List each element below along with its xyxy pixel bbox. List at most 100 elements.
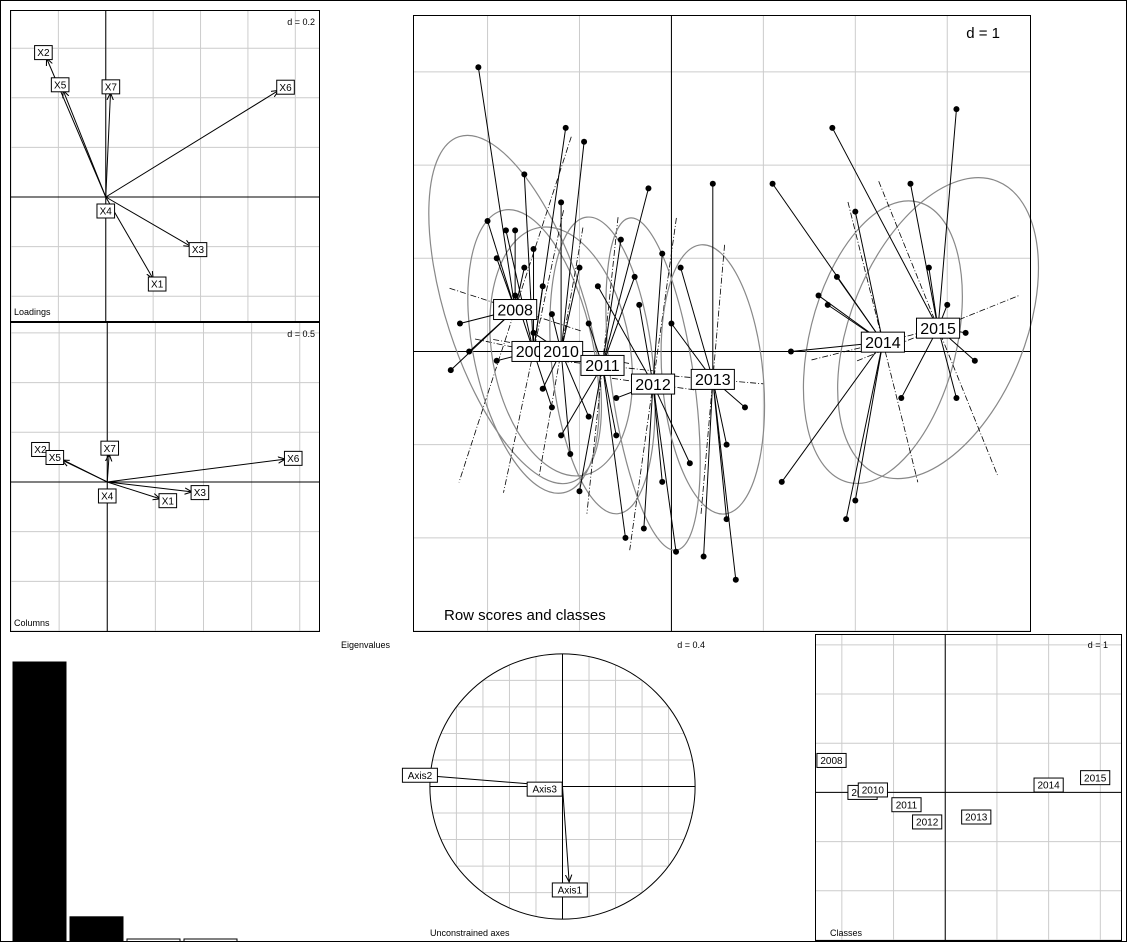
row-point (484, 218, 491, 224)
columns-label-x5-box (45, 449, 65, 465)
columns-label-x5: X5 (49, 453, 62, 464)
row-point (548, 311, 555, 318)
unconstrained-d-label: d = 0.4 (677, 640, 705, 650)
row-point (581, 138, 588, 145)
eigenvalue-bar-1 (12, 661, 67, 942)
columns-label-x2-box (31, 441, 50, 457)
class-label-2010-box (539, 340, 584, 362)
loadings-label-x1: X1 (151, 280, 164, 291)
class-label-2013-box (690, 368, 735, 390)
classes-frame (815, 634, 1122, 941)
eigenvalues-panel: Eigenvalues (12, 640, 391, 942)
eigenvalues-panel-label: Eigenvalues (341, 640, 391, 650)
row-point (530, 329, 537, 336)
classes-label-2011-box (891, 797, 922, 813)
star-segment (579, 365, 603, 492)
loadings-label-x7-box (101, 79, 121, 95)
row-point (539, 385, 546, 392)
loadings-arrow-x5 (63, 90, 107, 198)
ellipse-2008 (428, 134, 603, 485)
class-label-2011: 2011 (585, 358, 620, 375)
star-segment (909, 183, 939, 329)
star-segment (781, 341, 884, 483)
row-point (769, 180, 776, 187)
columns-label-x6: X6 (287, 454, 300, 465)
loadings-d-label: d = 0.2 (287, 17, 315, 27)
columns-label-x3-box (190, 485, 210, 501)
star-segment (560, 141, 585, 352)
row-point (456, 320, 463, 327)
classes-grid (816, 635, 1121, 941)
ellipse-axis-major-2011 (586, 217, 619, 514)
loadings-label-x3: X3 (192, 245, 205, 256)
class-label-2008-box (493, 299, 538, 321)
row-point (700, 553, 707, 560)
classes-d-label: d = 1 (1088, 640, 1108, 650)
classes-label-2008-box (816, 752, 847, 768)
unconstrained-label-axis2-box (401, 767, 438, 783)
row-point (824, 301, 831, 308)
row-point (466, 348, 473, 355)
star-segment (703, 379, 714, 557)
star-segment (523, 174, 535, 352)
row-point (925, 264, 932, 271)
row-point (521, 264, 528, 271)
star-segment (836, 276, 884, 343)
columns-label-origin: X4 (101, 492, 114, 503)
row-point (530, 245, 537, 252)
row-point (475, 64, 482, 71)
class-label-2008: 2008 (497, 302, 533, 319)
star-segment (597, 285, 654, 385)
row-point (617, 236, 624, 243)
columns-label-x1-box (158, 493, 178, 509)
star-segment (601, 239, 622, 366)
loadings-label-x3-box (188, 242, 208, 258)
loadings-label-x6-box (276, 79, 295, 95)
classes-label-2011: 2011 (896, 800, 918, 811)
row-point (787, 348, 794, 355)
row-point (585, 413, 592, 420)
star-segment (937, 109, 957, 329)
row-point (636, 301, 643, 308)
ellipse-2011 (549, 216, 656, 515)
star-segment (845, 342, 884, 520)
classes-label-2010-box (857, 782, 888, 798)
loadings-arrow-x6 (105, 90, 279, 198)
row-point (539, 283, 546, 290)
star-segment (560, 351, 571, 454)
class-label-2010: 2010 (543, 344, 579, 361)
row-point (631, 273, 638, 280)
row-point (567, 450, 574, 457)
row-point (493, 255, 500, 262)
unconstrained-arrow-axis1 (562, 786, 570, 882)
row-point (944, 301, 951, 308)
ellipse-2015 (837, 177, 1040, 480)
row-point (576, 264, 583, 271)
unconstrained-label-axis3-box (526, 781, 563, 797)
star-segment (560, 351, 590, 417)
row-point (852, 208, 859, 215)
row-point (562, 124, 569, 131)
row-point (852, 497, 859, 504)
star-segment (487, 220, 516, 310)
classes-label-2014: 2014 (1038, 781, 1061, 792)
class-label-2014-box (860, 331, 905, 353)
loadings-label-origin-box (96, 203, 116, 219)
star-segment (712, 379, 737, 580)
row-point (576, 488, 583, 495)
row-point (659, 478, 666, 485)
classes-label-2008: 2008 (820, 756, 843, 767)
row-point (447, 367, 454, 374)
eigenvalue-bar-4 (183, 938, 238, 942)
star-segment (652, 384, 677, 552)
row-point (686, 460, 693, 467)
rows-frame (413, 15, 1031, 632)
columns-arrow-x7 (107, 454, 109, 483)
row-point (594, 283, 601, 290)
loadings-grid (10, 11, 319, 321)
